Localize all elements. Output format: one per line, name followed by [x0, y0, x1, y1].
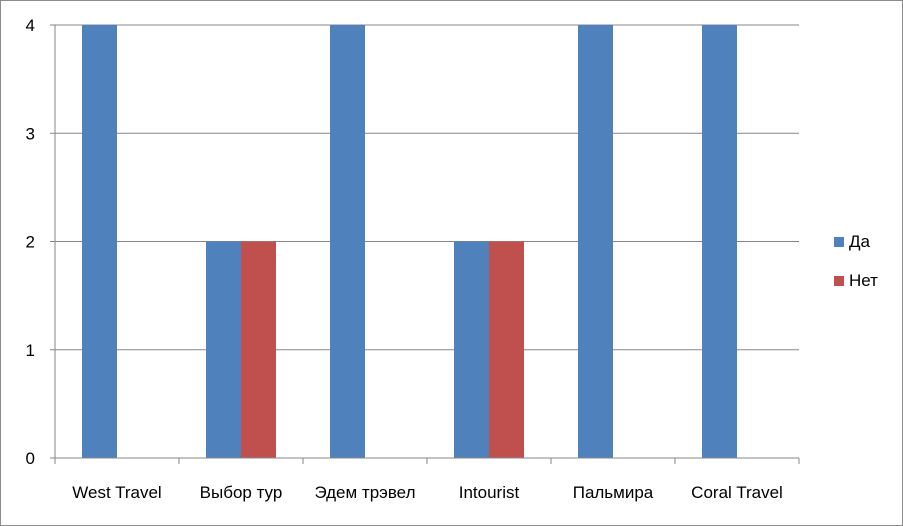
bar — [330, 25, 365, 458]
y-tick-labels: 0 1 2 3 4 — [26, 16, 35, 468]
legend: Да Нет — [834, 232, 878, 290]
bars — [82, 25, 737, 458]
bar — [241, 241, 276, 458]
x-tick-labels: West Travel Выбор тур Эдем трэвел Intourist… — [72, 483, 783, 502]
y-tick-label: 0 — [26, 449, 35, 468]
x-tick-label: Эдем трэвел — [314, 483, 415, 502]
x-tick-label: Coral Travel — [691, 483, 783, 502]
y-tick-label: 4 — [26, 16, 35, 35]
legend-label: Да — [849, 232, 871, 251]
y-tick-label: 3 — [26, 124, 35, 143]
bar — [578, 25, 613, 458]
bar — [82, 25, 117, 458]
x-tick-label: Intourist — [459, 483, 520, 502]
gridlines — [55, 24, 799, 351]
x-tick-label: Выбор тур — [200, 483, 283, 502]
legend-swatch — [834, 276, 844, 286]
x-tick-label: Пальмира — [573, 483, 654, 502]
axes — [50, 24, 800, 464]
legend-label: Нет — [849, 271, 878, 290]
legend-swatch — [834, 237, 844, 247]
bar — [454, 241, 489, 458]
x-tick-label: West Travel — [72, 483, 161, 502]
y-tick-label: 1 — [26, 341, 35, 360]
bar — [702, 25, 737, 458]
y-tick-label: 2 — [26, 233, 35, 252]
bar — [489, 241, 524, 458]
bar — [206, 241, 241, 458]
